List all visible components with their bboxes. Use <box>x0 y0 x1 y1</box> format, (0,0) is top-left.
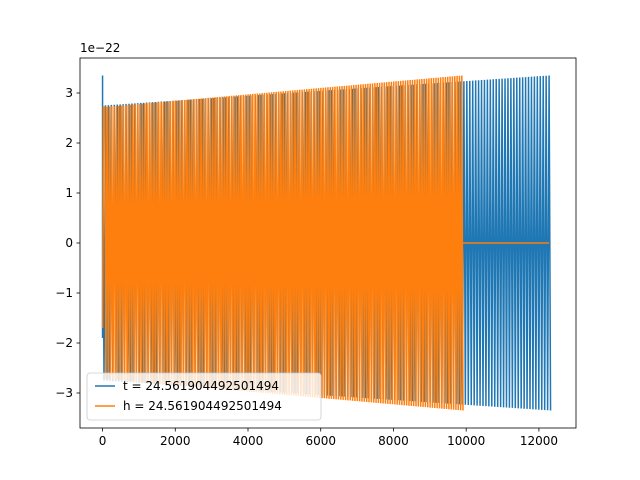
x-tick-label: 2000 <box>160 434 191 448</box>
y-tick-label: −3 <box>55 386 73 400</box>
legend-box <box>86 372 322 421</box>
y-tick-label: −2 <box>55 336 73 350</box>
y-tick-label: 2 <box>65 136 73 150</box>
x-tick-label: 6000 <box>305 434 336 448</box>
x-tick-label: 0 <box>99 434 107 448</box>
y-tick-label: 1 <box>65 186 73 200</box>
x-tick-label: 12000 <box>520 434 558 448</box>
plot-area <box>101 75 552 411</box>
series-line-h <box>101 75 464 411</box>
y-tick-label: 0 <box>65 236 73 250</box>
y-offset-label: 1e−22 <box>80 41 120 55</box>
x-tick-label: 8000 <box>378 434 409 448</box>
legend-label: h = 24.561904492501494 <box>123 399 282 413</box>
x-axis: 0 2000 4000 6000 8000 10000 12000 <box>99 428 558 448</box>
legend-label: t = 24.561904492501494 <box>123 379 279 393</box>
y-axis: −3 −2 −1 0 1 2 3 <box>55 86 80 400</box>
legend: t = 24.561904492501494 h = 24.56190449250… <box>86 372 322 421</box>
y-tick-label: −1 <box>55 286 73 300</box>
y-tick-label: 3 <box>65 86 73 100</box>
x-tick-label: 10000 <box>447 434 485 448</box>
x-tick-label: 4000 <box>233 434 264 448</box>
